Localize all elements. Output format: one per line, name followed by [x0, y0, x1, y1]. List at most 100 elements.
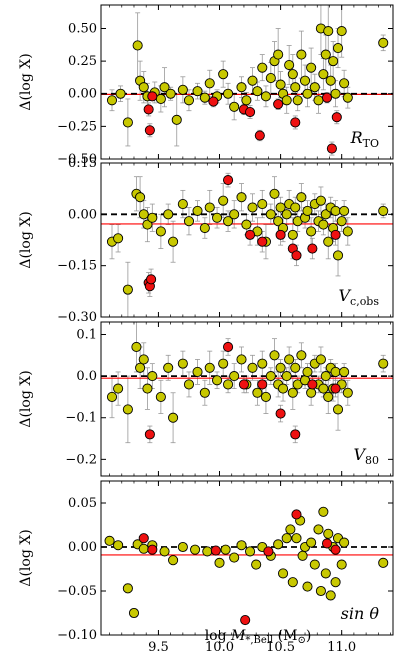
xlabel-sub: *,Bell [245, 635, 273, 646]
yellow-point [292, 95, 303, 106]
plot-area [101, 322, 393, 444]
yellow-point [296, 192, 307, 203]
red-point [147, 544, 158, 555]
panel-label-main: V [338, 286, 351, 305]
yellow-point [131, 341, 142, 353]
yellow-point [122, 117, 133, 128]
yellow-point [177, 199, 188, 210]
yellow-point [330, 577, 341, 588]
red-point [147, 91, 158, 102]
yellow-point [147, 212, 158, 223]
yellow-point [138, 354, 149, 365]
yellow-point [320, 49, 331, 60]
yellow-point [241, 95, 252, 106]
y-axis-label: Δ(log X) [18, 370, 34, 427]
yellow-point [223, 88, 234, 99]
yellow-point [323, 236, 334, 247]
panel-label-sub: c,obs [350, 295, 379, 308]
yellow-point [287, 387, 298, 398]
yellow-point [241, 219, 252, 230]
yellow-point [214, 557, 225, 568]
yellow-point [330, 88, 341, 99]
panel-frame [100, 162, 394, 318]
yellow-point [113, 233, 124, 244]
yellow-point [247, 202, 258, 213]
yellow-point [306, 226, 317, 237]
yellow-point [220, 544, 231, 555]
yellow-point [199, 387, 210, 398]
yellow-point [318, 219, 329, 230]
y-tick-label: 0.25 [68, 54, 97, 69]
yellow-point [257, 199, 268, 210]
yellow-point [245, 546, 256, 557]
yellow-point [269, 350, 280, 361]
y-axis-label: Δ(log X) [18, 211, 34, 268]
yellow-point [336, 559, 347, 570]
yellow-point [323, 528, 334, 539]
yellow-point [273, 539, 284, 550]
yellow-point [315, 195, 326, 206]
x-tick-label: 10.0 [205, 640, 234, 654]
x-tick-label: 10.5 [266, 640, 295, 654]
yellow-point [155, 226, 166, 237]
red-point [240, 614, 251, 626]
yellow-point [309, 559, 320, 570]
yellow-point [287, 577, 298, 588]
yellow-point [115, 88, 126, 99]
yellow-point [342, 92, 353, 103]
yellow-point [290, 362, 301, 373]
yellow-point [285, 524, 296, 535]
yellow-point [339, 205, 350, 216]
yellow-point [106, 95, 118, 106]
yellow-point [106, 391, 118, 402]
y-axis-label: Δ(log X) [18, 529, 34, 586]
red-point [223, 175, 234, 186]
y-tick-label: 0.50 [68, 21, 97, 36]
yellow-point [229, 101, 240, 112]
red-point [144, 125, 155, 136]
panel-3: −0.2 −0.1 0.0 0.1 Δ(log X) V80 [18, 321, 394, 477]
yellow-point [177, 541, 188, 553]
yellow-point [260, 391, 271, 402]
yellow-point [229, 552, 240, 563]
panel-label: sin θ [341, 604, 380, 623]
red-point [321, 92, 333, 103]
yellow-point [183, 379, 195, 390]
yellow-point [128, 607, 140, 619]
yellow-point [318, 506, 329, 517]
yellow-point [165, 88, 176, 99]
yellow-point [168, 412, 179, 423]
yellow-point [378, 205, 389, 216]
yellow-point [284, 354, 295, 365]
red-point [330, 544, 341, 555]
y-axis-label: Δ(log X) [18, 53, 34, 110]
plot-area [101, 506, 393, 626]
yellow-point [122, 284, 133, 295]
yellow-point [332, 404, 344, 415]
x-tick-label: 9.5 [148, 640, 169, 654]
panel-label: Vc,obs [338, 286, 379, 308]
red-point [263, 546, 274, 557]
yellow-point [277, 568, 289, 579]
y-tick-label: −0.1 [65, 411, 97, 426]
red-point [143, 104, 154, 115]
yellow-point [229, 371, 240, 382]
panel-label: RTO [350, 128, 379, 150]
plot-area [101, 5, 393, 156]
yellow-point [192, 366, 203, 377]
yellow-point [257, 358, 268, 369]
x-tick-label: 11.0 [327, 640, 356, 654]
panel-1: −0.50 −0.25 0.00 0.25 0.50 Δ(log X) RTO [18, 4, 394, 167]
panel-label-main: V [353, 445, 366, 464]
xlabel-unit-close: ) [306, 628, 311, 644]
panel-label-sub: TO [363, 137, 379, 150]
yellow-point [269, 188, 280, 199]
yellow-point [302, 581, 313, 592]
yellow-point [229, 209, 240, 220]
yellow-point [247, 362, 258, 373]
red-point [238, 379, 249, 390]
yellow-point [339, 366, 350, 377]
yellow-point [218, 195, 229, 206]
yellow-point [251, 559, 262, 570]
